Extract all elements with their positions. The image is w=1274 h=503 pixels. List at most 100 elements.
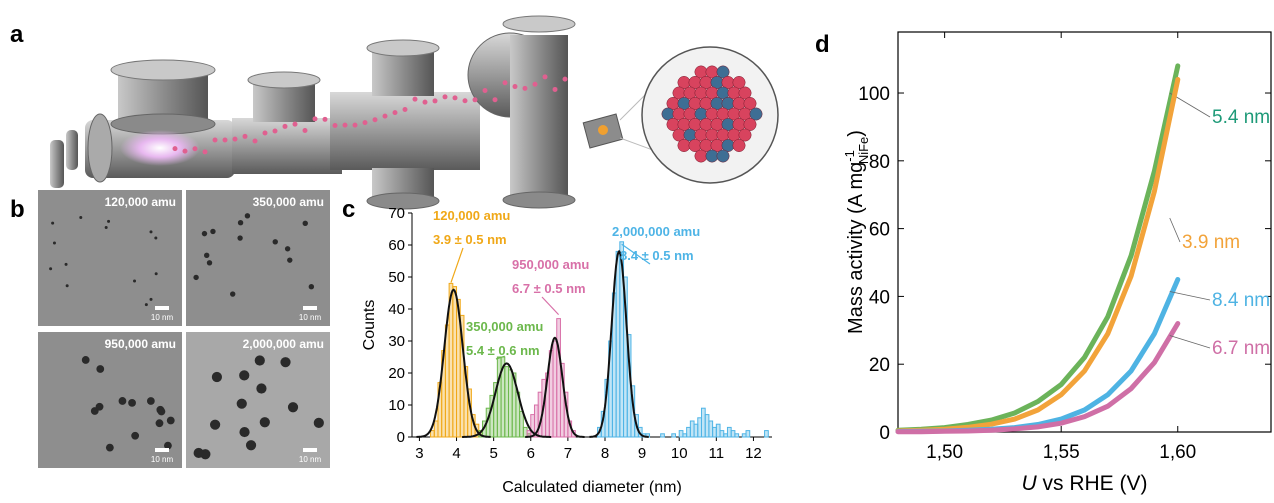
nanoparticle bbox=[155, 272, 158, 275]
tem-image bbox=[38, 190, 182, 326]
data-line bbox=[898, 80, 1178, 432]
histogram-bar bbox=[690, 421, 694, 437]
nanoparticle bbox=[207, 260, 212, 265]
nanoparticle bbox=[105, 226, 108, 229]
particle bbox=[413, 97, 418, 102]
scale-label: 10 nm bbox=[299, 313, 322, 322]
particle bbox=[273, 129, 278, 134]
nanoparticle bbox=[204, 253, 209, 258]
histogram-bar bbox=[497, 357, 501, 437]
nanoparticle bbox=[246, 440, 256, 450]
series-name: 950,000 amu bbox=[512, 257, 589, 272]
x-tick-label: 1,55 bbox=[1043, 442, 1080, 463]
nanoparticle bbox=[131, 432, 139, 440]
particle bbox=[293, 122, 298, 127]
y-tick-label: 10 bbox=[388, 397, 405, 414]
nanoparticle bbox=[239, 427, 249, 437]
y-tick-label: 20 bbox=[388, 365, 405, 382]
series-label: 6.7 nm bbox=[1212, 338, 1270, 359]
nanoparticle bbox=[238, 220, 243, 225]
particle bbox=[393, 110, 398, 115]
data-line bbox=[898, 324, 1178, 432]
nanoparticle bbox=[150, 298, 153, 301]
scale-label: 10 nm bbox=[151, 455, 174, 464]
histogram-bar bbox=[672, 434, 676, 437]
y-tick-label: 0 bbox=[397, 429, 405, 446]
tem-image bbox=[186, 332, 330, 468]
histogram-bar bbox=[431, 431, 435, 437]
nanoparticle bbox=[65, 263, 68, 266]
particle bbox=[183, 149, 188, 154]
nanoparticle bbox=[210, 229, 215, 234]
nanoparticle bbox=[237, 399, 247, 409]
x-axis-label: Calculated diameter (nm) bbox=[502, 479, 682, 496]
nanoparticle bbox=[245, 213, 250, 218]
nanoparticle bbox=[212, 372, 222, 382]
tem-label: 350,000 amu bbox=[253, 195, 324, 209]
atom bbox=[695, 150, 707, 162]
particle bbox=[233, 137, 238, 142]
histogram-bar bbox=[742, 434, 746, 437]
tem-label: 2,000,000 amu bbox=[243, 337, 324, 351]
annotation-arrow bbox=[542, 297, 559, 315]
histogram-bar bbox=[679, 431, 683, 437]
y-tick-label: 70 bbox=[388, 205, 405, 222]
histogram-bar bbox=[616, 251, 620, 437]
scale-bar bbox=[303, 448, 317, 452]
histogram-bar bbox=[698, 418, 702, 437]
histogram-bar bbox=[720, 431, 724, 437]
nanoparticle bbox=[107, 220, 110, 223]
panel-label: a bbox=[10, 21, 24, 48]
histogram-bar bbox=[557, 319, 561, 437]
nanoparticle bbox=[239, 370, 249, 380]
histogram-bar bbox=[724, 434, 728, 437]
atom bbox=[717, 150, 729, 162]
nanoparticle bbox=[303, 221, 308, 226]
histogram-bar bbox=[705, 415, 709, 437]
scale-label: 10 nm bbox=[151, 313, 174, 322]
particle bbox=[193, 146, 198, 151]
apparatus-illustration bbox=[50, 16, 778, 209]
particle bbox=[553, 87, 558, 92]
y-tick-label: 60 bbox=[388, 237, 405, 254]
nanoparticle bbox=[149, 230, 152, 233]
nanoparticle bbox=[230, 291, 235, 296]
particle bbox=[513, 84, 518, 89]
series-name: 350,000 amu bbox=[466, 319, 543, 334]
nanoparticle bbox=[82, 356, 90, 364]
particle bbox=[533, 82, 538, 87]
particle bbox=[373, 117, 378, 122]
series-annotation: 5.4 ± 0.6 nm bbox=[466, 343, 540, 358]
particle bbox=[403, 107, 408, 112]
x-tick-label: 8 bbox=[601, 445, 609, 462]
particle bbox=[253, 139, 258, 144]
histogram-bar bbox=[687, 427, 691, 437]
x-axis-label: U vs RHE (V) bbox=[1021, 472, 1147, 495]
particle bbox=[493, 97, 498, 102]
x-tick-label: 12 bbox=[745, 445, 762, 462]
panel-label: b bbox=[10, 196, 25, 223]
y-axis-label-part: Mass activity (A mg bbox=[845, 162, 867, 334]
y-tick-label: 40 bbox=[869, 287, 890, 308]
nanoparticle bbox=[256, 383, 266, 393]
y-tick-label: 30 bbox=[388, 333, 405, 350]
figure: 120,000 amu 10 nm 350,000 amu 10 nm 950,000 … bbox=[0, 0, 1274, 498]
nanoparticle bbox=[255, 355, 265, 365]
series-name: 120,000 amu bbox=[433, 208, 510, 223]
particle bbox=[323, 117, 328, 122]
nanoparticle bbox=[288, 402, 298, 412]
particle bbox=[423, 100, 428, 105]
nanoparticle bbox=[260, 417, 270, 427]
y-tick-label: 100 bbox=[858, 84, 890, 105]
series-name: 2,000,000 amu bbox=[612, 224, 700, 239]
tem-images: 120,000 amu10 nm350,000 amu10 nm950,000 … bbox=[38, 190, 330, 468]
particle bbox=[523, 86, 528, 91]
particle bbox=[383, 114, 388, 119]
particle bbox=[343, 123, 348, 128]
particle bbox=[313, 116, 318, 121]
y-axis-label: Counts bbox=[361, 300, 378, 351]
particle bbox=[463, 98, 468, 103]
histogram-bar bbox=[523, 427, 527, 437]
scale-label: 10 nm bbox=[299, 455, 322, 464]
particle bbox=[223, 138, 228, 143]
